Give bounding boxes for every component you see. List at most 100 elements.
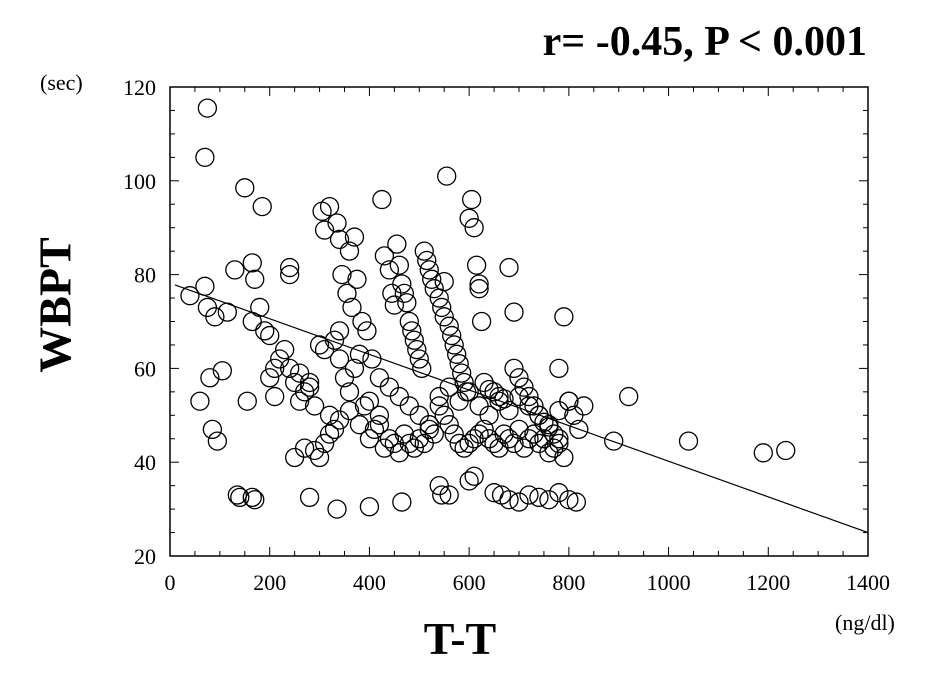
data-point [534,412,554,432]
data-point [474,419,494,440]
data-point [245,490,265,510]
data-point [379,377,400,397]
data-point [524,424,544,444]
data-point [299,487,320,508]
data-point [404,438,424,458]
x-tick-label: 800 [552,570,585,595]
data-point [439,415,459,435]
data-point [319,196,340,217]
data-point [337,283,357,304]
data-point [414,241,434,261]
data-point [280,264,300,285]
data-point [484,382,504,402]
data-point [404,330,424,350]
data-point [369,405,390,425]
data-point [230,487,250,508]
data-point [544,424,564,444]
data-point [242,311,262,332]
data-point [344,227,365,247]
data-point [344,358,365,379]
chart-title: r= -0.45, P < 0.001 [542,19,867,65]
data-point [349,415,370,435]
y-axis-unit: (sec) [40,70,83,95]
data-point [399,311,419,332]
data-point [449,354,469,374]
data-point [205,307,225,327]
x-tick-label: 200 [253,570,286,595]
data-point [387,234,407,254]
data-point [539,415,559,435]
data-point [327,213,347,233]
data-point [442,325,462,346]
data-point [392,274,412,294]
data-point [379,429,400,449]
data-point [354,396,375,416]
data-point [444,424,464,444]
data-point [304,396,325,416]
data-point [439,485,459,505]
data-point [225,260,245,280]
data-point [461,189,482,210]
data-point [299,372,320,393]
data-point [432,297,452,318]
data-point [392,492,412,512]
data-point [499,257,519,278]
data-point [309,335,330,355]
data-point [227,485,247,505]
data-point [364,419,385,440]
data-point [359,429,380,449]
data-point [304,440,325,461]
data-point [469,279,489,299]
data-point [347,269,367,289]
data-point [447,344,467,364]
y-tick-label: 120 [123,75,156,100]
data-point [549,400,569,421]
y-axis-label: WBPT [29,237,81,373]
data-point [359,497,380,517]
data-point [559,490,579,510]
data-point [459,382,479,402]
data-point [394,424,414,444]
data-point [324,330,345,350]
y-tick-label: 20 [134,544,156,569]
data-point [195,147,215,168]
data-point [260,325,280,346]
data-point [394,283,414,304]
data-point [369,415,390,435]
data-point [327,499,347,519]
data-point [362,349,382,369]
data-point [539,490,559,510]
data-point [284,447,305,468]
data-point [439,377,459,397]
data-point [319,424,340,444]
data-point [549,483,569,503]
data-point [202,419,223,440]
data-point [324,419,345,440]
data-point [339,400,360,421]
data-point [574,396,594,416]
data-point [419,419,439,440]
data-point [499,490,519,510]
data-point [197,98,218,118]
data-point [294,382,315,402]
y-tick-label: 40 [134,450,156,475]
data-point [569,419,589,440]
data-point [459,471,479,491]
data-point [504,358,524,379]
data-point [459,433,479,454]
x-tick-label: 1200 [746,570,790,595]
data-point [479,379,499,400]
data-point [369,368,390,388]
data-point [509,492,529,512]
data-point [349,344,370,364]
data-point [424,424,444,444]
data-point [374,246,395,266]
data-point [265,358,285,379]
data-point [459,208,479,228]
data-point [529,487,549,508]
data-point [409,405,429,425]
data-point [469,274,489,294]
data-point [424,279,444,299]
data-point [524,396,544,416]
